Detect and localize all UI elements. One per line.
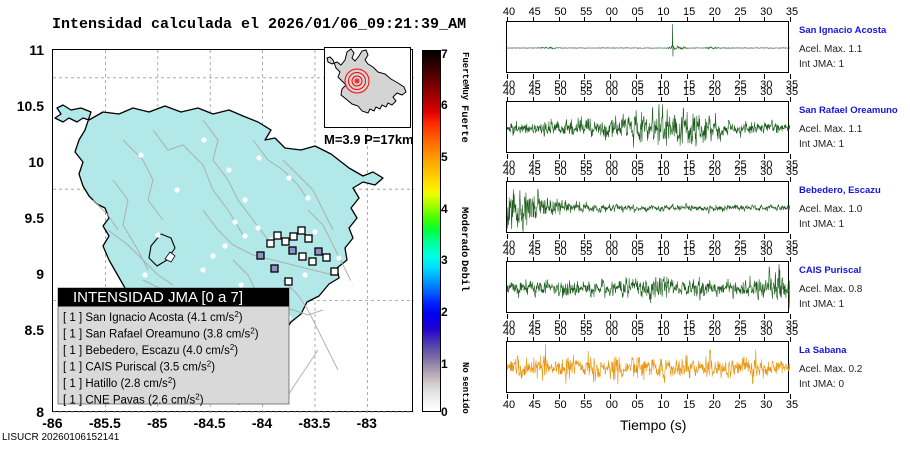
svg-text:[ 1 ] Hatillo (2.8 cm/s2): [ 1 ] Hatillo (2.8 cm/s2) bbox=[63, 376, 176, 391]
svg-text:[ 1 ] San Ignacio Acosta (4.1: [ 1 ] San Ignacio Acosta (4.1 cm/s2) bbox=[63, 310, 243, 325]
svg-text:[ 1 ] CNE Pavas (2.6 cm/s2): [ 1 ] CNE Pavas (2.6 cm/s2) bbox=[63, 392, 204, 407]
svg-text:[ 1 ] San Rafael Oreamuno (3.: [ 1 ] San Rafael Oreamuno (3.8 cm/s2) bbox=[63, 326, 259, 341]
svg-text:INTENSIDAD JMA [0 a 7]: INTENSIDAD JMA [0 a 7] bbox=[73, 289, 243, 306]
svg-text:[ 1 ] CAIS Puriscal (3.5 cm/s: [ 1 ] CAIS Puriscal (3.5 cm/s2) bbox=[63, 359, 215, 374]
svg-text:[ 1 ] Bebedero, Escazu (4.0 c: [ 1 ] Bebedero, Escazu (4.0 cm/s2) bbox=[63, 343, 238, 358]
